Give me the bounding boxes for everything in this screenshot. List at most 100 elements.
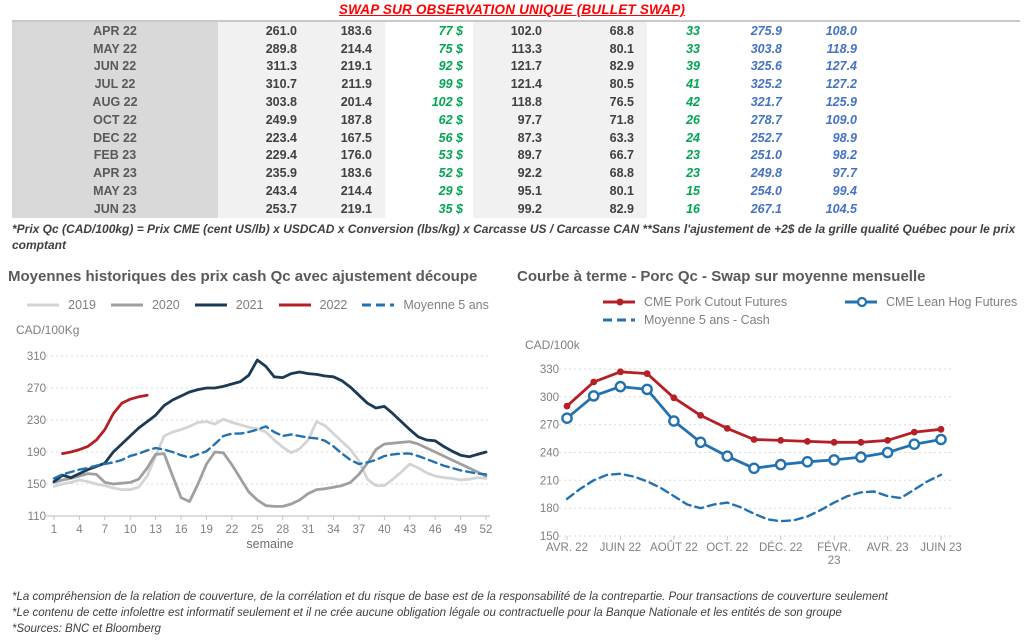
legend-item-cme-lean-hog-futures: CME Lean Hog Futures [843,295,1024,309]
svg-text:180: 180 [540,503,559,515]
y-axis-unit-label: CAD/100k [525,338,580,352]
svg-text:16: 16 [175,524,188,536]
cell-5: 76.5 [555,93,647,111]
cell-3: 29 $ [385,182,473,200]
cell-5: 71.8 [555,110,647,129]
cell-2: 219.1 [310,199,385,218]
cell-1: 289.8 [218,39,310,58]
svg-text:OCT. 22: OCT. 22 [706,542,748,554]
cell-4: 97.7 [473,110,555,129]
footer-note: *La compréhension de la relation de couv… [12,591,888,603]
cell-7: 252.7 [710,128,790,147]
cell-3: 75 $ [385,39,473,58]
svg-text:AVR. 22: AVR. 22 [546,542,588,554]
cell-1: 223.4 [218,128,310,147]
cell-7: 325.6 [710,57,790,76]
historical-prices-plot: 110 150 190 230 270 310 1 4 7 10 13 16 19 22 25 28 31 34 3… [27,351,493,551]
cell-month: MAY 22 [12,39,218,58]
cell-6: 23 [647,164,710,183]
cell-7: 325.2 [710,75,790,94]
cell-8: 109.0 [790,110,865,129]
cell-7: 275.9 [710,22,790,40]
svg-text:270: 270 [540,420,559,432]
series-2021 [52,358,488,483]
cell-month: AUG 22 [12,93,218,111]
cell-month: JUN 23 [12,199,218,218]
cell-month: JUL 22 [12,75,218,94]
table-row: APR 23 235.9 183.6 52 $92.2 68.8 23 249.8 97.7 [12,164,1020,183]
chart-title: Moyennes historiques des prix cash Qc av… [8,268,478,285]
cell-5: 66.7 [555,146,647,165]
cell-month: MAY 23 [12,182,218,200]
cell-3: 52 $ [385,164,473,183]
series-2020 [52,440,488,508]
cell-5: 82.9 [555,57,647,76]
cell-8: 104.5 [790,199,865,218]
cell-2: 214.4 [310,39,385,58]
charts-section: Moyennes historiques des prix cash Qc av… [0,268,1024,571]
cell-6: 42 [647,93,710,111]
cell-1: 261.0 [218,22,310,40]
legend-label: 2021 [235,298,264,312]
svg-text:25: 25 [251,524,264,536]
svg-text:13: 13 [149,524,162,536]
forward-curve-plot: 150 180 210 240 270 300 330 AVR. 22 JUIN 22 AOÛT … [540,364,962,567]
cell-1: 243.4 [218,182,310,200]
cell-5: 80.5 [555,75,647,94]
cell-2: 211.9 [310,75,385,94]
svg-text:52: 52 [480,524,493,536]
cell-8: 127.2 [790,75,865,94]
cell-3: 77 $ [385,22,473,40]
cell-month: OCT 22 [12,110,218,129]
cell-4: 87.3 [473,128,555,147]
cell-8: 98.2 [790,146,865,165]
table-row: APR 22 261.0 183.6 77 $102.0 68.8 33 275.9 108.… [12,22,1020,40]
svg-text:300: 300 [540,392,559,404]
table-row: FEB 23 229.4 176.0 53 $89.7 66.7 23 251.0 98.2 [12,146,1020,165]
legend-item-2019: 2019 [25,298,96,312]
table-row: JUN 23 253.7 219.1 35 $99.2 82.9 16 267.1 104.5 [12,199,1020,218]
cell-8: 97.7 [790,164,865,183]
cell-8: 108.0 [790,22,865,40]
cell-3: 53 $ [385,146,473,165]
svg-text:37: 37 [353,524,366,536]
cell-4: 89.7 [473,146,555,165]
cell-4: 118.8 [473,93,555,111]
swap-table-rows: APR 22 261.0 183.6 77 $102.0 68.8 33 275.9 108.… [12,22,1020,218]
svg-text:28: 28 [276,524,289,536]
cell-5: 63.3 [555,128,647,147]
legend-item-2022: 2022 [277,298,347,312]
svg-text:JUIN 22: JUIN 22 [600,542,642,554]
cell-5: 82.9 [555,199,647,218]
cell-3: 92 $ [385,57,473,76]
chart-title: Courbe à terme - Porc Qc - Swap sur moye… [517,268,926,285]
svg-text:DÉC. 22: DÉC. 22 [759,541,802,554]
cell-3: 99 $ [385,75,473,94]
table-row: MAY 23 243.4 214.4 29 $95.1 80.1 15 254.0 99.4 [12,182,1020,200]
cell-1: 235.9 [218,164,310,183]
legend-label: CME Lean Hog Futures [886,295,1018,309]
legend-swatch-icon [278,303,311,307]
page-title: SWAP SUR OBSERVATION UNIQUE (BULLET SWAP… [338,2,686,17]
cell-7: 254.0 [710,182,790,200]
svg-text:1: 1 [51,524,57,536]
cell-5: 80.1 [555,39,647,58]
cell-2: 183.6 [310,22,385,40]
svg-text:49: 49 [454,524,467,536]
cell-month: APR 22 [12,22,218,40]
cell-1: 253.7 [218,199,310,218]
table-row: AUG 22 303.8 201.4 102 $118.8 76.5 42 321.7 125… [12,93,1020,111]
y-axis-unit-label: CAD/100Kg [16,323,80,337]
cell-6: 15 [647,182,710,200]
legend-swatch-icon [603,298,635,306]
cell-8: 99.4 [790,182,865,200]
cell-5: 68.8 [555,22,647,40]
cell-month: JUN 22 [12,57,218,76]
series-2019 [52,417,488,491]
cell-1: 249.9 [218,110,310,129]
historical-prices-chart: Moyennes historiques des prix cash Qc av… [0,268,506,571]
footer-note: *Le contenu de cette infolettre est info… [12,607,842,619]
series-moyenne-5-ans-cash [565,472,943,523]
forward-curve-chart: Courbe à terme - Porc Qc - Swap sur moye… [506,268,1024,571]
